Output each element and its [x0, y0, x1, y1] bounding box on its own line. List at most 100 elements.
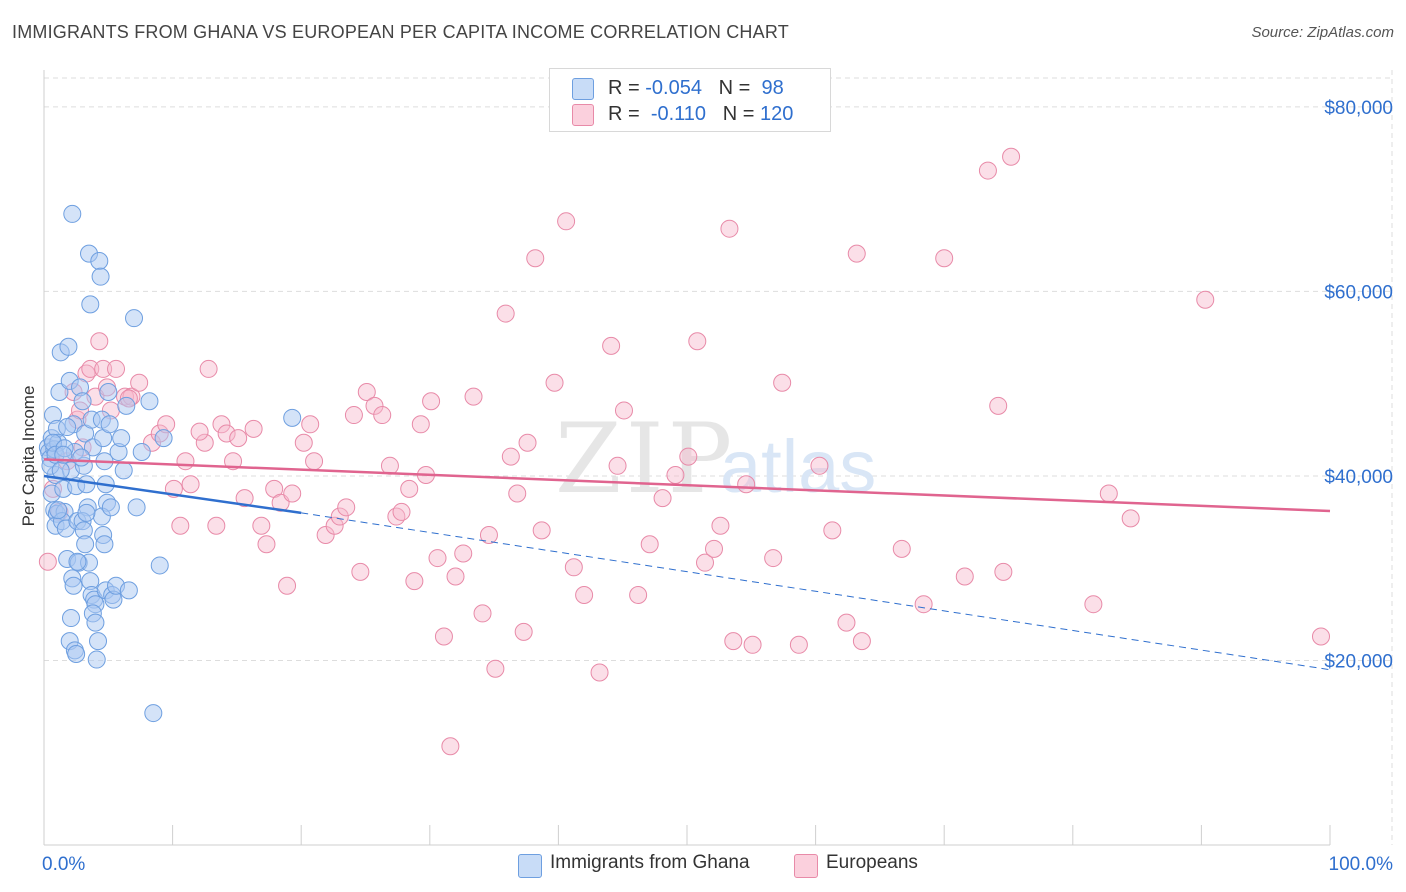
- bottom-legend-label-europeans: Europeans: [826, 852, 918, 873]
- europeans-point: [496, 304, 515, 323]
- ghana-point: [63, 204, 82, 223]
- ghana-point: [125, 309, 144, 328]
- europeans-trend-line: [43, 458, 1331, 513]
- europeans-point: [1311, 627, 1330, 646]
- europeans-point: [357, 382, 376, 401]
- europeans-point: [653, 489, 672, 508]
- europeans-point: [94, 359, 113, 378]
- ghana-points: [38, 204, 302, 723]
- ghana-point: [76, 535, 95, 554]
- ghana-point: [49, 501, 68, 520]
- ghana-point: [112, 429, 131, 448]
- europeans-point: [176, 452, 195, 471]
- europeans-point: [837, 613, 856, 632]
- ghana-point: [87, 650, 106, 669]
- europeans-point: [217, 424, 236, 443]
- ghana-point: [59, 337, 78, 356]
- europeans-point: [994, 562, 1013, 581]
- legend-swatch-europeans: [572, 104, 594, 126]
- ghana-point: [81, 295, 100, 314]
- ghana-point: [89, 632, 108, 651]
- ghana-point: [127, 498, 146, 517]
- watermark: ZIP atlas: [555, 403, 876, 515]
- x-tick-labels: 0.0% 100.0%: [42, 854, 1393, 875]
- europeans-point: [602, 336, 621, 355]
- europeans-point: [190, 422, 209, 441]
- y-tick-labels: $20,000 $40,000 $60,000 $80,000: [1324, 98, 1393, 673]
- europeans-point: [351, 562, 370, 581]
- ghana-point: [50, 382, 69, 401]
- ghana-point: [119, 581, 138, 600]
- europeans-point: [252, 516, 271, 535]
- europeans-point: [278, 576, 297, 595]
- europeans-point: [1121, 509, 1140, 528]
- europeans-point: [614, 401, 633, 420]
- europeans-point: [224, 452, 243, 471]
- europeans-point: [1099, 484, 1118, 503]
- ghana-point: [144, 704, 163, 723]
- europeans-point: [373, 406, 392, 425]
- europeans-point: [545, 373, 564, 392]
- europeans-point: [955, 567, 974, 586]
- bottom-legend-label-ghana: Immigrants from Ghana: [550, 852, 750, 873]
- europeans-point: [935, 249, 954, 268]
- legend-n-value-europeans: 120: [759, 103, 794, 125]
- europeans-point: [518, 433, 537, 452]
- europeans-point: [688, 332, 707, 351]
- europeans-point: [823, 521, 842, 540]
- legend-r-label: R =: [608, 103, 646, 125]
- legend-n-value-ghana: 98: [761, 77, 784, 99]
- europeans-point: [743, 635, 762, 654]
- europeans-point: [195, 433, 214, 452]
- europeans-point: [479, 526, 498, 544]
- ghana-point: [90, 251, 109, 270]
- ghana-point: [99, 382, 118, 401]
- ghana-point: [62, 609, 81, 628]
- bottom-legend-swatch-europeans: [794, 854, 818, 878]
- ghana-point: [150, 556, 169, 575]
- ghana-point: [132, 442, 151, 461]
- europeans-point: [705, 539, 724, 558]
- ghana-point: [95, 535, 114, 554]
- legend-n-label: N =: [722, 103, 760, 125]
- y-axis-label: Per Capita Income: [19, 386, 38, 527]
- europeans-point: [181, 475, 200, 494]
- europeans-point: [235, 489, 254, 508]
- europeans-point: [724, 632, 743, 651]
- europeans-point: [914, 595, 933, 614]
- europeans-point: [711, 516, 730, 535]
- europeans-point: [892, 539, 911, 558]
- europeans-point: [720, 219, 739, 238]
- ghana-point: [77, 503, 96, 522]
- europeans-point: [107, 359, 126, 378]
- legend-row-ghana: R = -0.054 N = 98: [572, 77, 784, 101]
- europeans-point: [696, 553, 715, 572]
- europeans-point: [428, 549, 447, 568]
- europeans-point: [229, 429, 248, 448]
- europeans-point: [852, 632, 871, 651]
- legend-r-label: R =: [608, 77, 646, 99]
- ghana-trend-extension: [301, 512, 1331, 671]
- europeans-point: [365, 396, 384, 415]
- europeans-point: [978, 161, 997, 180]
- europeans-point: [212, 415, 231, 434]
- watermark-zip: ZIP: [555, 403, 736, 515]
- europeans-point: [130, 373, 149, 392]
- europeans-point: [608, 456, 627, 475]
- europeans-point: [810, 456, 829, 475]
- ghana-point: [58, 418, 77, 437]
- legend-r-value-europeans: -0.110: [650, 103, 707, 125]
- europeans-point: [629, 585, 648, 604]
- europeans-point: [1002, 147, 1021, 166]
- y-tick-label: $80,000: [1324, 98, 1393, 119]
- bottom-legend-swatch-ghana: [518, 854, 542, 878]
- correlation-legend: R = -0.054 N = 98 R = -0.110 N = 120: [549, 68, 831, 132]
- europeans-point: [330, 507, 349, 526]
- ghana-point: [77, 475, 96, 494]
- europeans-point: [454, 544, 473, 563]
- europeans-point: [464, 387, 483, 406]
- europeans-point: [473, 604, 492, 623]
- europeans-point: [486, 659, 505, 678]
- europeans-point: [640, 535, 659, 554]
- europeans-point: [405, 572, 424, 591]
